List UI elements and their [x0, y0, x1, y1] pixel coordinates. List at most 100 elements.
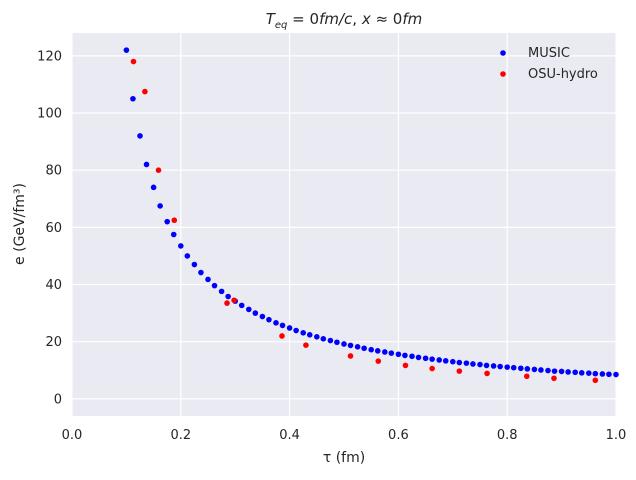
- y-tick-label: 120: [37, 49, 62, 64]
- point-music: [279, 322, 286, 329]
- point-music: [246, 306, 252, 313]
- point-osu-hydro: [224, 300, 230, 306]
- point-music: [551, 368, 558, 374]
- point-music: [477, 361, 483, 368]
- point-music: [130, 95, 136, 102]
- point-music: [422, 355, 429, 362]
- point-music: [518, 365, 524, 372]
- chart-title: Teq = 0fm/c, x ≈ 0fm: [266, 10, 423, 31]
- point-music: [531, 366, 538, 373]
- legend: MUSIC OSU-hydro: [500, 46, 598, 82]
- point-music: [504, 364, 511, 370]
- point-music: [436, 357, 443, 363]
- point-osu-hydro: [279, 333, 285, 339]
- point-music: [123, 47, 130, 53]
- x-tick-label: 0.0: [62, 428, 83, 443]
- point-music: [545, 367, 551, 374]
- y-tick-label: 0: [54, 392, 62, 407]
- point-music: [395, 351, 402, 358]
- point-music: [497, 363, 503, 370]
- point-music: [572, 369, 578, 376]
- point-music: [341, 341, 347, 347]
- point-music: [599, 371, 606, 377]
- y-tick-label: 40: [45, 278, 62, 293]
- legend-label-osu-hydro: OSU-hydro: [528, 67, 598, 82]
- y-tick-label: 20: [45, 335, 62, 350]
- x-tick-label: 0.6: [388, 428, 409, 443]
- point-music: [463, 360, 470, 366]
- point-music: [143, 161, 150, 168]
- plot-area: [72, 33, 616, 416]
- point-music: [347, 342, 354, 349]
- point-music: [538, 367, 544, 373]
- x-tick-label: 0.2: [170, 428, 191, 443]
- point-music: [592, 370, 599, 377]
- point-osu-hydro: [142, 88, 148, 95]
- point-music: [334, 339, 340, 346]
- point-osu-hydro: [155, 167, 162, 173]
- point-music: [191, 261, 198, 268]
- point-music: [211, 282, 218, 289]
- x-tick-label: 1.0: [606, 428, 627, 443]
- point-music: [314, 334, 320, 340]
- point-music: [198, 269, 204, 276]
- point-music: [368, 346, 375, 353]
- tick-labels: 0.0 0.2 0.4 0.6 0.8 1.0 0 20 40 60 80 100 120: [37, 49, 626, 443]
- y-tick-label: 100: [37, 107, 62, 122]
- point-music: [429, 356, 435, 362]
- point-osu-hydro: [429, 365, 435, 372]
- point-music: [157, 203, 163, 209]
- x-tick-label: 0.8: [497, 428, 518, 443]
- point-music: [205, 276, 211, 283]
- point-music: [388, 350, 395, 356]
- point-music: [150, 184, 157, 191]
- point-osu-hydro: [347, 353, 354, 359]
- point-osu-hydro: [171, 217, 178, 224]
- point-music: [164, 218, 170, 225]
- legend-marker-music: [500, 50, 506, 56]
- point-osu-hydro: [551, 375, 557, 382]
- data-points: [123, 47, 619, 384]
- point-osu-hydro: [456, 368, 463, 374]
- point-music: [374, 348, 381, 354]
- point-osu-hydro: [402, 362, 409, 369]
- point-music: [450, 358, 456, 365]
- point-music: [442, 358, 449, 364]
- point-music: [252, 310, 259, 316]
- point-osu-hydro: [303, 342, 309, 348]
- point-music: [266, 316, 272, 323]
- point-music: [613, 371, 619, 378]
- point-music: [286, 325, 293, 331]
- point-osu-hydro: [130, 58, 137, 65]
- point-music: [354, 344, 361, 350]
- grid-lines: [71, 33, 617, 416]
- point-music: [238, 302, 245, 309]
- legend-label-music: MUSIC: [528, 46, 570, 61]
- point-music: [483, 362, 490, 369]
- y-axis-label: e (GeV/fm³): [12, 183, 28, 265]
- point-music: [510, 364, 517, 371]
- point-music: [306, 332, 313, 338]
- point-music: [361, 345, 367, 352]
- point-music: [178, 243, 184, 249]
- point-music: [300, 330, 307, 336]
- point-music: [327, 337, 334, 344]
- point-music: [524, 366, 531, 372]
- point-music: [565, 369, 571, 375]
- point-music: [382, 349, 388, 355]
- point-music: [293, 327, 299, 334]
- point-music: [586, 370, 592, 376]
- point-osu-hydro: [231, 297, 237, 304]
- point-music: [409, 353, 415, 360]
- point-music: [558, 368, 565, 375]
- point-music: [606, 371, 612, 378]
- point-music: [137, 133, 143, 139]
- point-music: [184, 253, 191, 259]
- x-axis-label: τ (fm): [323, 450, 365, 466]
- point-music: [320, 336, 327, 342]
- point-music: [402, 352, 408, 359]
- point-music: [259, 313, 266, 320]
- point-osu-hydro: [523, 373, 530, 380]
- point-music: [170, 231, 177, 238]
- point-music: [470, 361, 476, 367]
